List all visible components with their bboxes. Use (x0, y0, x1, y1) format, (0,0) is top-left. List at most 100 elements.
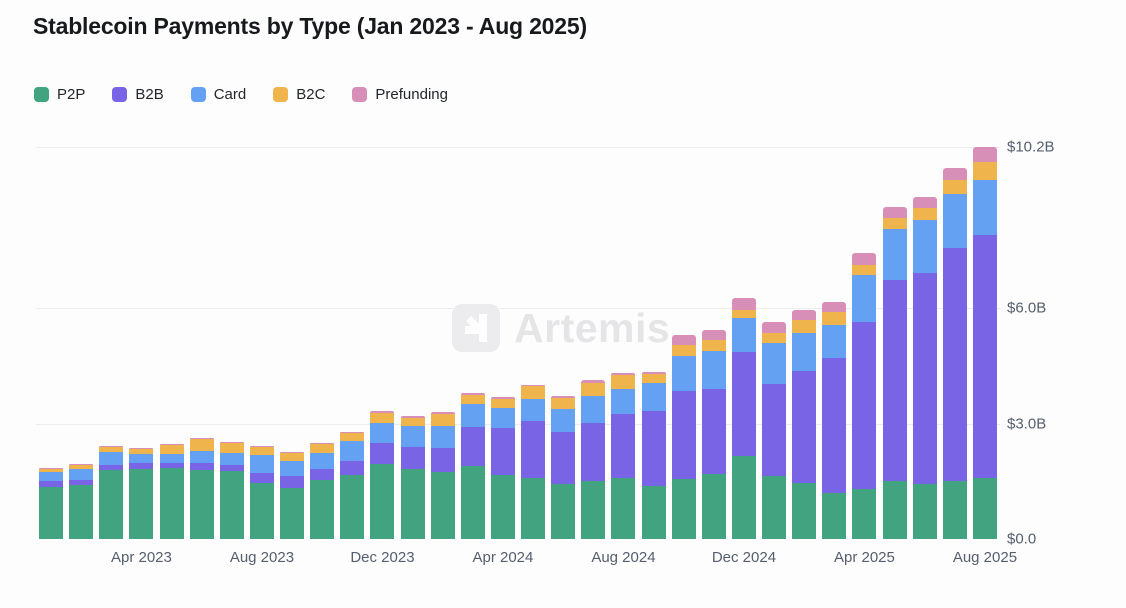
bar-segment-b2b (310, 468, 335, 480)
bar-segment-card (792, 333, 817, 371)
p2p-swatch-icon (34, 87, 49, 102)
legend-label-prefunding: Prefunding (375, 86, 448, 103)
bar-apr-2024[interactable] (490, 396, 515, 539)
bar-segment-p2p (189, 469, 214, 539)
legend-item-prefunding[interactable]: Prefunding (352, 86, 448, 103)
bar-segment-prefunding (159, 444, 184, 446)
bar-jul-2025[interactable] (942, 168, 967, 539)
bar-segment-b2b (671, 391, 696, 480)
bar-segment-b2c (189, 439, 214, 451)
legend-item-card[interactable]: Card (190, 86, 246, 103)
bar-segment-card (340, 441, 365, 461)
bar-segment-card (249, 454, 274, 473)
bar-segment-b2b (912, 273, 937, 485)
bar-segment-prefunding (822, 302, 847, 313)
bar-jan-2024[interactable] (400, 416, 425, 539)
bar-segment-card (39, 471, 64, 482)
bar-segment-b2c (611, 374, 636, 389)
bar-segment-b2c (762, 332, 787, 344)
bar-apr-2023[interactable] (129, 447, 154, 539)
bar-segment-prefunding (129, 447, 154, 449)
bar-jan-2023[interactable] (39, 467, 64, 539)
bar-segment-prefunding (581, 379, 606, 383)
bar-segment-p2p (762, 475, 787, 539)
bar-jun-2025[interactable] (912, 196, 937, 539)
bar-segment-b2b (159, 462, 184, 468)
bar-segment-p2p (701, 474, 726, 539)
bar-dec-2024[interactable] (731, 298, 756, 539)
bar-may-2025[interactable] (882, 206, 907, 539)
bar-segment-card (731, 318, 756, 353)
bar-segment-b2c (159, 445, 184, 455)
bar-segment-prefunding (460, 392, 485, 395)
bar-aug-2025[interactable] (972, 147, 997, 539)
bar-jun-2024[interactable] (551, 395, 576, 539)
bar-segment-p2p (159, 467, 184, 539)
bar-jan-2025[interactable] (762, 322, 787, 539)
x-axis-tick-label: Apr 2025 (833, 549, 895, 566)
bar-feb-2023[interactable] (69, 464, 94, 539)
bar-jul-2023[interactable] (219, 442, 244, 539)
bar-segment-b2c (99, 447, 124, 453)
bar-jun-2023[interactable] (189, 438, 214, 539)
bar-segment-p2p (370, 463, 395, 539)
bar-segment-b2c (671, 345, 696, 356)
bar-nov-2024[interactable] (701, 330, 726, 539)
legend-item-p2p[interactable]: P2P (34, 86, 85, 103)
bar-segment-b2c (912, 208, 937, 221)
chart-title: Stablecoin Payments by Type (Jan 2023 - … (33, 13, 587, 39)
bar-segment-p2p (972, 477, 997, 539)
bar-segment-b2c (972, 162, 997, 180)
bar-mar-2025[interactable] (822, 302, 847, 539)
bar-segment-b2b (611, 413, 636, 478)
bar-segment-card (159, 454, 184, 463)
bar-segment-prefunding (882, 206, 907, 219)
bar-segment-prefunding (99, 446, 124, 448)
bar-segment-prefunding (280, 452, 305, 453)
bar-dec-2023[interactable] (370, 410, 395, 539)
bar-feb-2024[interactable] (430, 412, 455, 539)
bar-segment-prefunding (942, 168, 967, 180)
bar-segment-b2c (731, 309, 756, 319)
bar-feb-2025[interactable] (792, 310, 817, 539)
bar-segment-card (912, 220, 937, 274)
legend-item-b2b[interactable]: B2B (112, 86, 164, 103)
bar-nov-2023[interactable] (340, 432, 365, 539)
legend-item-b2c[interactable]: B2C (273, 86, 325, 103)
bar-segment-b2c (942, 179, 967, 195)
bar-mar-2023[interactable] (99, 446, 124, 539)
bar-may-2024[interactable] (521, 384, 546, 539)
bar-segment-p2p (731, 456, 756, 539)
bar-segment-p2p (852, 489, 877, 539)
bar-segment-card (370, 422, 395, 443)
bar-segment-b2b (249, 472, 274, 483)
bar-segment-p2p (822, 492, 847, 539)
bar-segment-b2b (551, 431, 576, 485)
bar-may-2023[interactable] (159, 444, 184, 539)
prefunding-swatch-icon (352, 87, 368, 102)
bar-sep-2023[interactable] (280, 452, 305, 539)
bar-aug-2023[interactable] (249, 446, 274, 539)
bar-segment-card (99, 452, 124, 466)
bar-segment-card (822, 325, 847, 359)
bar-oct-2024[interactable] (671, 335, 696, 539)
gridline (36, 423, 1000, 425)
bar-apr-2025[interactable] (852, 253, 877, 539)
bar-segment-p2p (490, 474, 515, 539)
bar-segment-b2b (129, 462, 154, 469)
bar-sep-2024[interactable] (641, 371, 666, 539)
bar-oct-2023[interactable] (310, 442, 335, 539)
bar-segment-p2p (942, 480, 967, 539)
x-axis-tick-label: Dec 2023 (350, 549, 415, 566)
bar-segment-card (490, 407, 515, 428)
bar-mar-2024[interactable] (460, 392, 485, 539)
bar-segment-b2b (340, 460, 365, 475)
bar-jul-2024[interactable] (581, 379, 606, 539)
bar-segment-card (280, 461, 305, 476)
y-axis-tick-label: $3.0B (1007, 415, 1047, 433)
bar-segment-b2b (39, 481, 64, 487)
bar-aug-2024[interactable] (611, 372, 636, 539)
bar-segment-p2p (671, 479, 696, 539)
legend-label-b2b: B2B (135, 86, 164, 103)
